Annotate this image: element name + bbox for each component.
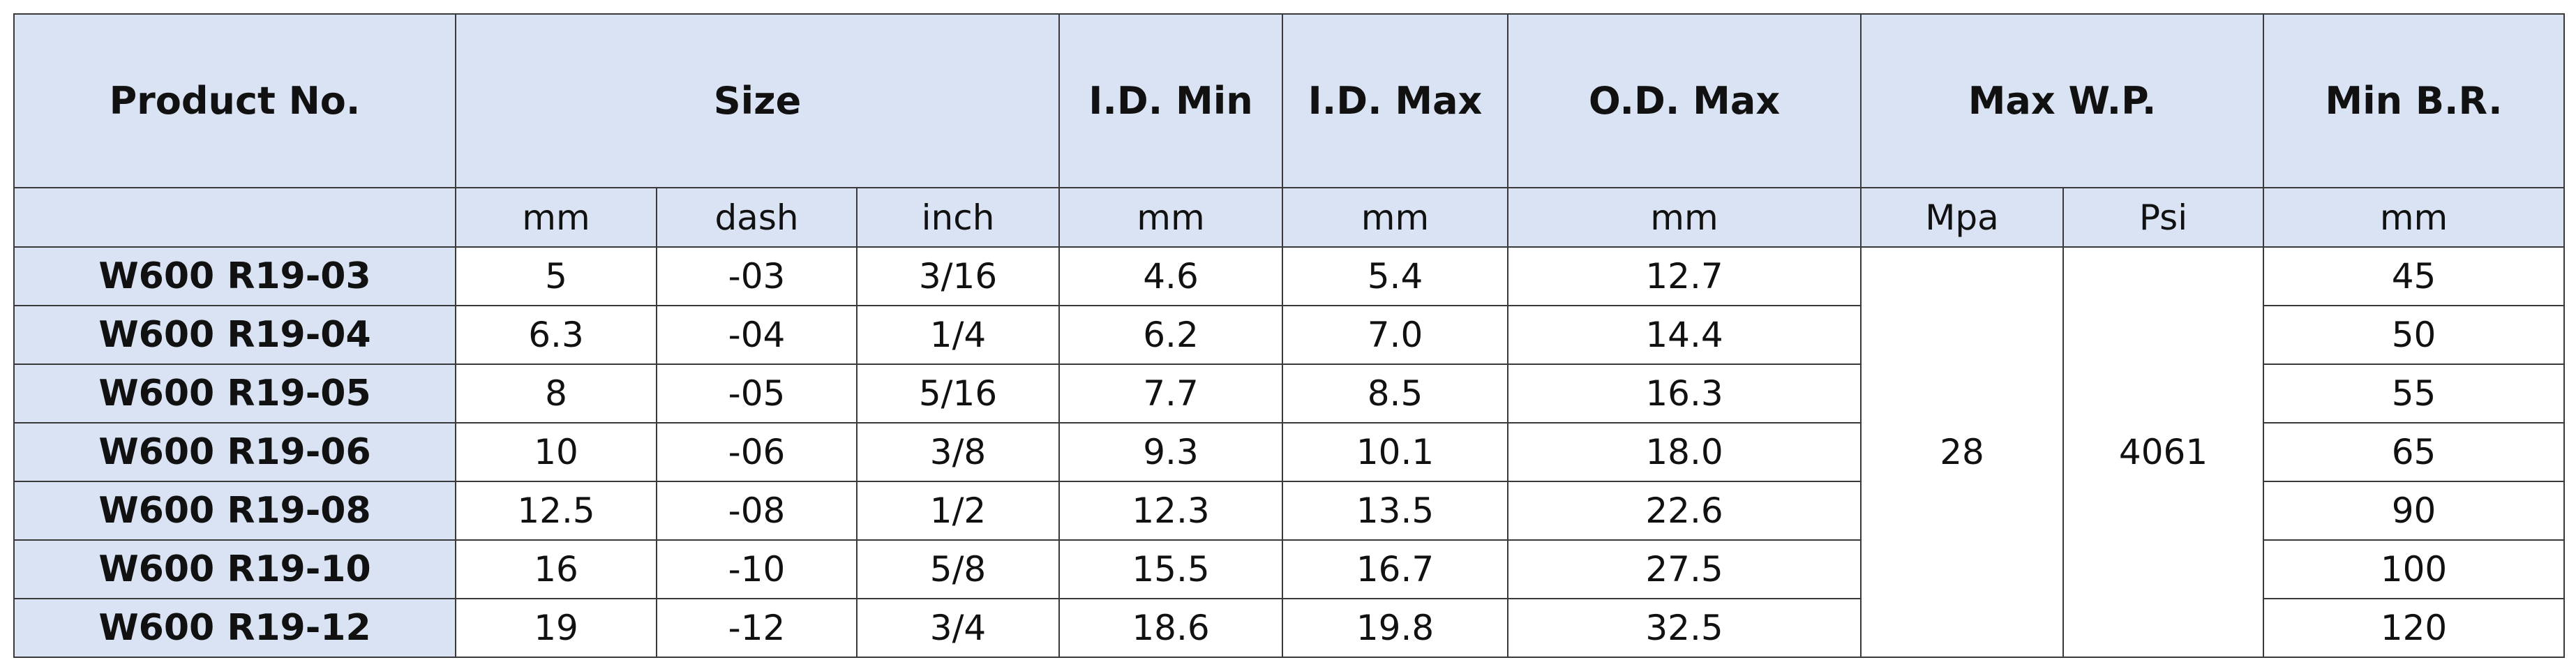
unit-cell: mm xyxy=(1507,187,1862,248)
value-cell: 19.8 xyxy=(1282,598,1509,658)
value-cell: 5.4 xyxy=(1282,246,1509,306)
pressure-cell: 4061 xyxy=(2062,246,2265,658)
units-row: mm dash inch mm mm mm Mpa Psi mm xyxy=(13,187,2566,248)
data-row: W600 R19-10 16 -10 5/8 15.5 16.7 27.5 100 xyxy=(13,539,2566,599)
product-cell: W600 R19-05 xyxy=(13,364,456,424)
value-cell: -04 xyxy=(656,305,858,365)
value-cell: -10 xyxy=(656,539,858,599)
value-cell: 6.3 xyxy=(455,305,657,365)
value-cell: 22.6 xyxy=(1507,481,1862,541)
unit-cell: mm xyxy=(1282,187,1509,248)
value-cell: 90 xyxy=(2263,481,2566,541)
value-cell: 15.5 xyxy=(1058,539,1284,599)
value-cell: 4.6 xyxy=(1058,246,1284,306)
unit-cell: dash xyxy=(656,187,858,248)
value-cell: 16.3 xyxy=(1507,364,1862,424)
value-cell: 45 xyxy=(2263,246,2566,306)
value-cell: 18.6 xyxy=(1058,598,1284,658)
product-cell: W600 R19-12 xyxy=(13,598,456,658)
header-cell: I.D. Max xyxy=(1282,13,1509,188)
value-cell: -08 xyxy=(656,481,858,541)
product-cell: W600 R19-04 xyxy=(13,305,456,365)
value-cell: 1/4 xyxy=(855,305,1061,365)
spec-table: Product No. Size I.D. Min I.D. Max O.D. … xyxy=(13,13,2566,658)
unit-cell: Psi xyxy=(2062,187,2265,248)
value-cell: 1/2 xyxy=(855,481,1061,541)
value-cell: 50 xyxy=(2263,305,2566,365)
value-cell: -06 xyxy=(656,422,858,482)
value-cell: 12.5 xyxy=(455,481,657,541)
value-cell: 19 xyxy=(455,598,657,658)
value-cell: 14.4 xyxy=(1507,305,1862,365)
value-cell: 18.0 xyxy=(1507,422,1862,482)
data-row: W600 R19-06 10 -06 3/8 9.3 10.1 18.0 65 xyxy=(13,422,2566,482)
value-cell: 16.7 xyxy=(1282,539,1509,599)
unit-cell: mm xyxy=(455,187,657,248)
header-cell: Min B.R. xyxy=(2263,13,2566,188)
value-cell: 27.5 xyxy=(1507,539,1862,599)
product-cell: W600 R19-10 xyxy=(13,539,456,599)
value-cell: 6.2 xyxy=(1058,305,1284,365)
value-cell: 55 xyxy=(2263,364,2566,424)
header-row: Product No. Size I.D. Min I.D. Max O.D. … xyxy=(13,13,2566,188)
data-row: W600 R19-05 8 -05 5/16 7.7 8.5 16.3 55 xyxy=(13,364,2566,424)
value-cell: 5/16 xyxy=(855,364,1061,424)
value-cell: 9.3 xyxy=(1058,422,1284,482)
empty-cell xyxy=(13,187,456,248)
value-cell: -05 xyxy=(656,364,858,424)
pressure-cell: 28 xyxy=(1860,246,2065,658)
value-cell: 65 xyxy=(2263,422,2566,482)
value-cell: 7.0 xyxy=(1282,305,1509,365)
value-cell: 5/8 xyxy=(855,539,1061,599)
value-cell: 16 xyxy=(455,539,657,599)
unit-cell: inch xyxy=(855,187,1061,248)
header-cell: I.D. Min xyxy=(1058,13,1284,188)
value-cell: -03 xyxy=(656,246,858,306)
value-cell: -12 xyxy=(656,598,858,658)
data-row: W600 R19-04 6.3 -04 1/4 6.2 7.0 14.4 50 xyxy=(13,305,2566,365)
unit-cell: mm xyxy=(1058,187,1284,248)
unit-cell: mm xyxy=(2263,187,2566,248)
value-cell: 7.7 xyxy=(1058,364,1284,424)
unit-cell: Mpa xyxy=(1860,187,2065,248)
product-cell: W600 R19-03 xyxy=(13,246,456,306)
value-cell: 5 xyxy=(455,246,657,306)
value-cell: 100 xyxy=(2263,539,2566,599)
value-cell: 13.5 xyxy=(1282,481,1509,541)
header-cell: Size xyxy=(454,13,1061,188)
data-row: W600 R19-03 5 -03 3/16 4.6 5.4 12.7 28 4061 45 xyxy=(13,246,2566,658)
value-cell: 10 xyxy=(455,422,657,482)
product-cell: W600 R19-06 xyxy=(13,422,456,482)
value-cell: 8.5 xyxy=(1282,364,1509,424)
header-cell: Max W.P. xyxy=(1860,13,2265,188)
data-row: W600 R19-08 12.5 -08 1/2 12.3 13.5 22.6 90 xyxy=(13,481,2566,541)
value-cell: 32.5 xyxy=(1507,598,1862,658)
value-cell: 8 xyxy=(455,364,657,424)
value-cell: 10.1 xyxy=(1282,422,1509,482)
value-cell: 12.7 xyxy=(1507,246,1862,306)
value-cell: 120 xyxy=(2263,598,2566,658)
value-cell: 3/4 xyxy=(855,598,1061,658)
value-cell: 3/16 xyxy=(855,246,1061,306)
product-cell: W600 R19-08 xyxy=(13,481,456,541)
data-row: W600 R19-12 19 -12 3/4 18.6 19.8 32.5 120 xyxy=(13,598,2566,658)
value-cell: 3/8 xyxy=(855,422,1061,482)
header-cell: Product No. xyxy=(13,13,456,188)
header-cell: O.D. Max xyxy=(1507,13,1862,188)
value-cell: 12.3 xyxy=(1058,481,1284,541)
